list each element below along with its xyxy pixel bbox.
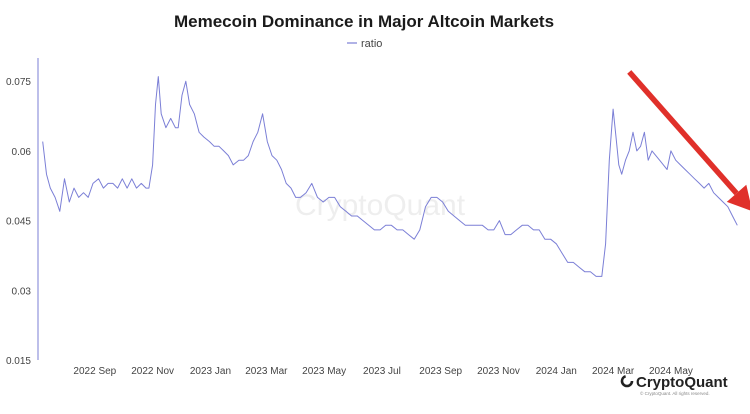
plot-area [42,76,738,277]
cryptoquant-logo-icon [620,374,634,388]
x-tick-label: 2022 Sep [73,366,116,377]
chart-title: Memecoin Dominance in Major Altcoin Mark… [174,12,554,31]
x-tick-label: 2024 Jan [536,366,577,377]
x-tick-label: 2023 Jan [190,366,231,377]
trend-arrow-shaft [627,70,739,196]
x-tick-label: 2024 May [649,366,693,377]
trend-arrow-head [726,184,750,211]
series-line-ratio [42,76,738,277]
legend: ratio [347,38,382,50]
y-axis: 0.015 0.03 0.045 0.06 0.075 [6,77,31,367]
watermark: CryptoQuant [295,189,466,222]
x-tick-label: 2024 Mar [592,366,635,377]
y-tick-label: 0.075 [6,77,31,88]
x-tick-label: 2023 Sep [419,366,462,377]
y-tick-label: 0.03 [12,286,32,297]
legend-label: ratio [361,38,382,50]
x-tick-label: 2023 May [302,366,346,377]
logo-text: CryptoQuant [636,374,728,391]
y-tick-label: 0.045 [6,217,31,228]
y-tick-label: 0.015 [6,356,31,367]
x-axis: 2022 Sep 2022 Nov 2023 Jan 2023 Mar 2023 May… [73,366,692,377]
x-tick-label: 2022 Nov [131,366,174,377]
y-tick-label: 0.06 [12,147,32,158]
annotations [627,70,750,211]
x-tick-label: 2023 Jul [363,366,401,377]
copyright-text: © CryptoQuant. All rights reserved. [640,390,710,396]
brand-logo: CryptoQuant © CryptoQuant. All rights re… [620,374,728,396]
x-tick-label: 2023 Mar [245,366,288,377]
x-tick-label: 2023 Nov [477,366,520,377]
